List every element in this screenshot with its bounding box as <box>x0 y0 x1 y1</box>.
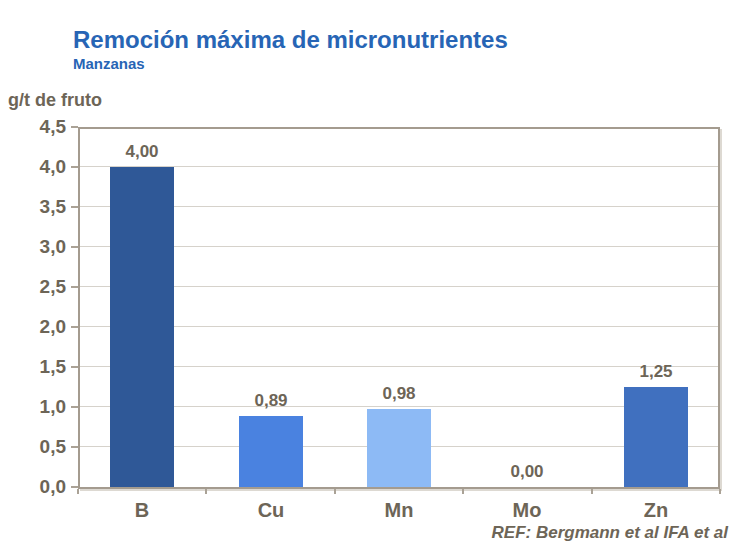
bar-Mn <box>367 409 431 487</box>
bar-B <box>110 167 174 487</box>
y-tick-label: 0,0 <box>18 477 66 497</box>
gridline <box>80 246 718 247</box>
y-axis-title: g/t de fruto <box>8 90 102 111</box>
plot-area: 4,00 0,89 0,98 0,00 1,25 <box>78 127 720 489</box>
category-label-B: B <box>78 499 206 522</box>
reference-text: REF: Bergmann et al IFA et al <box>492 523 728 543</box>
y-tick-mark <box>71 286 78 288</box>
bar-value-label: 1,25 <box>616 362 696 382</box>
y-tick-mark <box>71 246 78 248</box>
y-tick-label: 3,0 <box>18 237 66 257</box>
category-label-Mn: Mn <box>335 499 463 522</box>
gridline <box>80 206 718 207</box>
gridline <box>80 166 718 167</box>
category-label-Mo: Mo <box>463 499 591 522</box>
y-tick-label: 3,5 <box>18 197 66 217</box>
y-tick-mark <box>71 206 78 208</box>
x-tick-mark <box>591 489 593 494</box>
y-tick-mark <box>71 326 78 328</box>
y-tick-label: 1,0 <box>18 397 66 417</box>
category-label-Zn: Zn <box>592 499 720 522</box>
chart-subtitle: Manzanas <box>73 55 145 72</box>
y-tick-mark <box>71 406 78 408</box>
chart-title: Remoción máxima de micronutrientes <box>73 26 508 54</box>
bar-value-label: 0,89 <box>231 391 311 411</box>
gridline <box>80 286 718 287</box>
gridline <box>80 406 718 407</box>
y-tick-mark <box>71 366 78 368</box>
y-tick-label: 4,0 <box>18 157 66 177</box>
x-tick-mark <box>462 489 464 494</box>
y-tick-label: 2,5 <box>18 277 66 297</box>
category-label-Cu: Cu <box>207 499 335 522</box>
y-tick-label: 4,5 <box>18 117 66 137</box>
y-tick-label: 1,5 <box>18 357 66 377</box>
y-tick-mark <box>71 126 78 128</box>
bar-Zn <box>624 387 688 487</box>
x-tick-mark <box>77 489 79 494</box>
bar-value-label: 4,00 <box>102 142 182 162</box>
y-tick-label: 0,5 <box>18 437 66 457</box>
bar-Cu <box>239 416 303 487</box>
bar-value-label: 0,00 <box>487 462 567 482</box>
x-tick-mark <box>205 489 207 494</box>
bar-value-label: 0,98 <box>359 384 439 404</box>
y-tick-mark <box>71 486 78 488</box>
x-tick-mark <box>719 489 721 494</box>
x-tick-mark <box>334 489 336 494</box>
y-tick-mark <box>71 166 78 168</box>
y-tick-mark <box>71 446 78 448</box>
gridline <box>80 326 718 327</box>
y-tick-label: 2,0 <box>18 317 66 337</box>
chart-page: Remoción máxima de micronutrientes Manza… <box>0 0 735 551</box>
